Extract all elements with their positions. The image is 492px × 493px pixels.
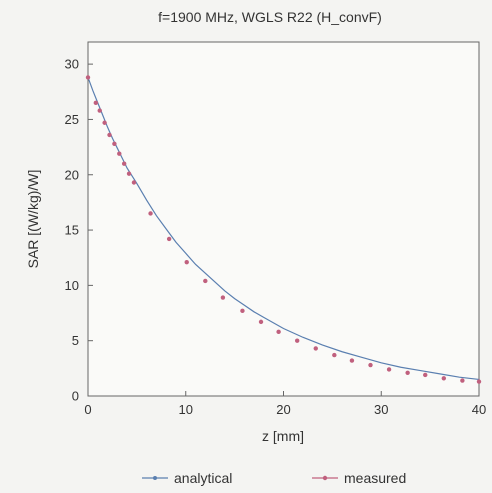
y-tick-label: 15 xyxy=(65,223,79,238)
y-axis: 0 5 10 15 20 25 30 xyxy=(65,57,93,404)
x-tick-label: 40 xyxy=(472,402,486,417)
data-point-measured xyxy=(258,319,264,325)
y-tick-label: 20 xyxy=(65,167,79,182)
data-point-measured xyxy=(349,358,355,363)
y-tick-label: 10 xyxy=(65,278,79,293)
x-axis: 0 10 20 30 40 xyxy=(84,391,486,417)
y-axis-label: SAR [(W/kg)/W] xyxy=(25,170,41,269)
data-point-measured xyxy=(220,295,226,300)
x-tick-label: 10 xyxy=(179,402,193,417)
data-point-measured xyxy=(126,171,132,176)
plot-area xyxy=(87,41,480,397)
data-point-measured xyxy=(441,376,447,381)
y-tick-label: 5 xyxy=(72,333,79,348)
data-point-measured xyxy=(121,161,127,166)
data-point-measured xyxy=(476,379,482,384)
data-point-measured xyxy=(240,308,245,314)
data-point-measured xyxy=(166,236,172,242)
legend-marker-analytical xyxy=(153,476,157,480)
data-point-measured xyxy=(368,362,373,368)
legend-item-measured: measured xyxy=(312,470,406,486)
y-tick-label: 30 xyxy=(65,57,79,72)
data-point-measured xyxy=(93,100,99,106)
x-tick-label: 30 xyxy=(374,402,388,417)
data-point-measured xyxy=(148,211,153,216)
data-point-measured xyxy=(313,346,318,351)
x-tick-label: 0 xyxy=(84,402,91,417)
legend-item-analytical: analytical xyxy=(142,470,232,486)
data-point-measured xyxy=(276,329,281,335)
data-point-measured xyxy=(102,120,107,125)
legend-label-measured: measured xyxy=(344,470,406,486)
data-point-measured xyxy=(184,259,189,265)
data-point-measured xyxy=(131,180,137,185)
data-point-measured xyxy=(332,352,337,358)
data-point-measured xyxy=(85,75,91,80)
data-point-measured xyxy=(107,132,112,138)
data-point-measured xyxy=(460,378,465,383)
data-point-measured xyxy=(405,370,410,375)
data-point-measured xyxy=(117,151,122,156)
series-line-analytical xyxy=(87,77,480,381)
data-point-measured xyxy=(112,141,117,146)
chart-title: f=1900 MHz, WGLS R22 (H_convF) xyxy=(158,9,382,25)
legend-label-analytical: analytical xyxy=(174,470,232,486)
data-point-measured xyxy=(423,372,428,378)
x-tick-label: 20 xyxy=(276,402,290,417)
legend-marker-measured xyxy=(322,475,328,481)
y-tick-label: 0 xyxy=(72,389,79,404)
series-layer xyxy=(85,75,482,384)
legend: analytical measured xyxy=(142,470,406,486)
x-axis-label: z [mm] xyxy=(262,428,304,444)
data-point-measured xyxy=(203,278,208,284)
y-tick-label: 25 xyxy=(65,112,79,127)
data-point-measured xyxy=(294,338,300,343)
data-point-measured xyxy=(97,108,102,113)
data-point-measured xyxy=(386,367,392,372)
